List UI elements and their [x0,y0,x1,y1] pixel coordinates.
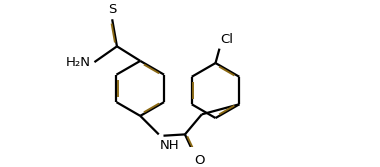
Text: O: O [194,154,204,167]
Text: H₂N: H₂N [65,56,90,69]
Text: Cl: Cl [220,33,233,46]
Text: NH: NH [160,139,180,152]
Text: S: S [108,3,116,16]
